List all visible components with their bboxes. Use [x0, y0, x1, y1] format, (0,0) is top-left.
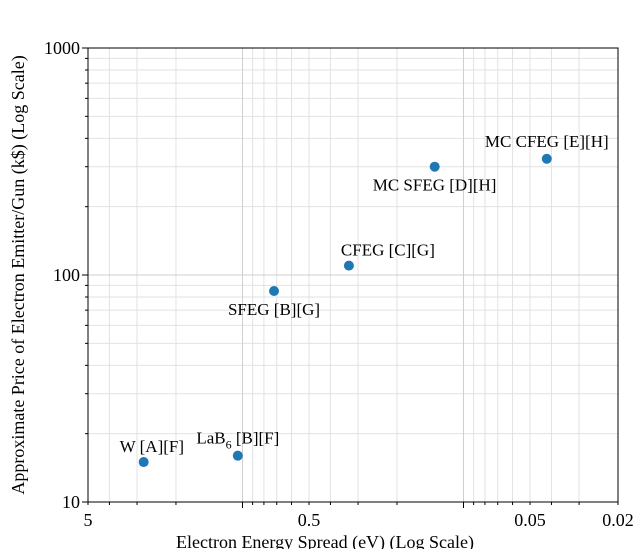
data-point — [138, 457, 149, 468]
tick-labels: 5 0.5 0.05 0.02 10 100 1000 — [44, 38, 634, 530]
point-label: W [A][F] — [120, 437, 184, 456]
axis-ticks — [82, 47, 619, 508]
x-tick-label: 0.02 — [602, 510, 634, 530]
x-tick-label: 0.05 — [514, 510, 546, 530]
y-tick-label: 10 — [62, 492, 80, 512]
x-tick-label: 5 — [84, 510, 93, 530]
y-axis-label: Approximate Price of Electron Emitter/Gu… — [8, 55, 29, 494]
x-tick-label: 0.5 — [298, 510, 321, 530]
data-point — [343, 260, 354, 271]
point-label: LaB6 [B][F] — [196, 429, 279, 452]
point-label: MC SFEG [D][H] — [373, 176, 497, 195]
data-point — [232, 450, 243, 461]
data-point — [541, 153, 552, 164]
data-points — [138, 153, 552, 468]
data-point — [429, 161, 440, 172]
y-tick-label: 100 — [53, 265, 80, 285]
point-label: SFEG [B][G] — [228, 300, 320, 319]
y-tick-label: 1000 — [44, 38, 80, 58]
x-axis-label: Electron Energy Spread (eV) (Log Scale) — [176, 532, 474, 549]
point-label: MC CFEG [E][H] — [485, 132, 609, 151]
point-labels: W [A][F] LaB6 [B][F] SFEG [B][G] CFEG [C][G… — [120, 132, 609, 456]
data-point — [269, 286, 280, 297]
point-label: CFEG [C][G] — [341, 241, 435, 260]
